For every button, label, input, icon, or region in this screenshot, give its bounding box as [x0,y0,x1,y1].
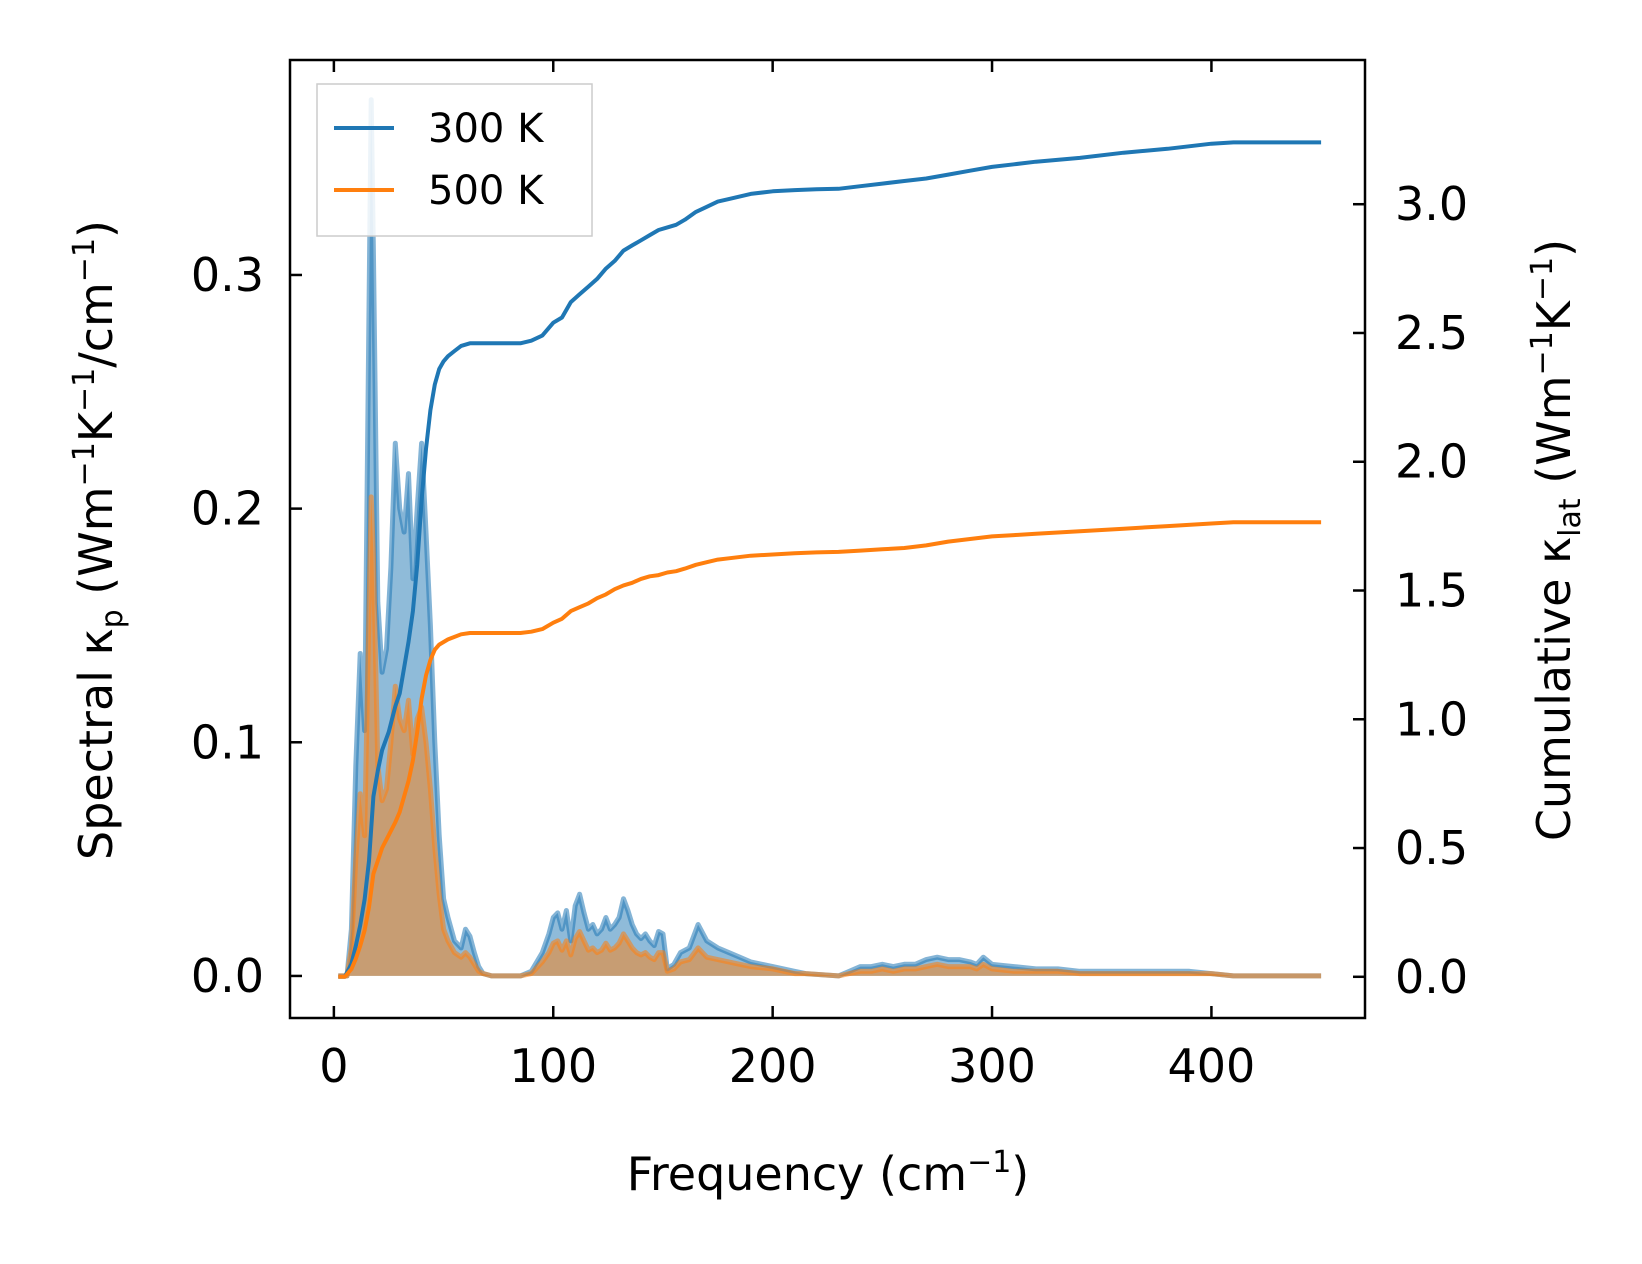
data-lines [338,140,1322,979]
y-right-tick-label: 1.0 [1395,692,1468,746]
legend-box [316,83,593,237]
y-axis-left-title: Spectral κp (Wm−1K−1/cm−1) [67,220,130,860]
x-tick-label: 400 [1168,1039,1256,1093]
x-tick-label: 100 [509,1039,597,1093]
y-left-tick-label: 0.0 [191,949,264,1003]
cumulative-line-300k [338,140,1322,979]
legend: 300 K 500 K [316,83,593,237]
y-left-tick-label: 0.3 [191,248,264,302]
axis-ticks: 0 100 200 300 400 0.0 0.1 0.2 0.3 0.0 0.5 1.0 1.5 2.0… [191,60,1468,1093]
y-right-tick-label: 0.5 [1395,821,1468,875]
x-tick-label: 300 [948,1039,1036,1093]
cumulative-line-500k [338,520,1322,979]
legend-label-300k: 300 K [428,106,545,152]
spectral-line-300k [338,97,1322,979]
y-right-tick-label: 2.5 [1395,306,1468,360]
spectral-area-500k [338,496,1322,976]
y-right-tick-label: 1.5 [1395,564,1468,618]
y-right-tick-label: 3.0 [1395,177,1468,231]
x-axis-title: Frequency (cm−1) [627,1145,1030,1201]
x-tick-label: 0 [319,1039,348,1093]
legend-label-500k: 500 K [428,168,545,214]
y-left-tick-label: 0.1 [191,715,264,769]
x-tick-label: 200 [729,1039,817,1093]
y-axis-right-title: Cumulative κlat (Wm−1K−1) [1525,239,1588,841]
y-right-tick-label: 2.0 [1395,435,1468,489]
plot-frame [288,58,1367,1020]
y-right-tick-label: 0.0 [1395,950,1468,1004]
y-left-tick-label: 0.2 [191,482,264,536]
